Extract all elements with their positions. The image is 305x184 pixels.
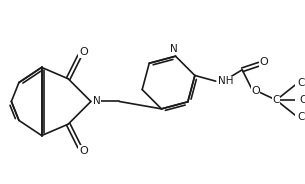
Text: N: N [93,96,100,107]
Text: C: C [299,95,305,105]
Text: O: O [79,47,88,57]
Text: C: C [297,78,305,88]
Text: C: C [273,95,280,105]
Text: O: O [251,86,260,96]
Text: N: N [170,44,178,54]
Text: O: O [260,57,268,67]
Text: NH: NH [218,76,234,86]
Text: C: C [297,112,305,122]
Text: O: O [79,146,88,156]
